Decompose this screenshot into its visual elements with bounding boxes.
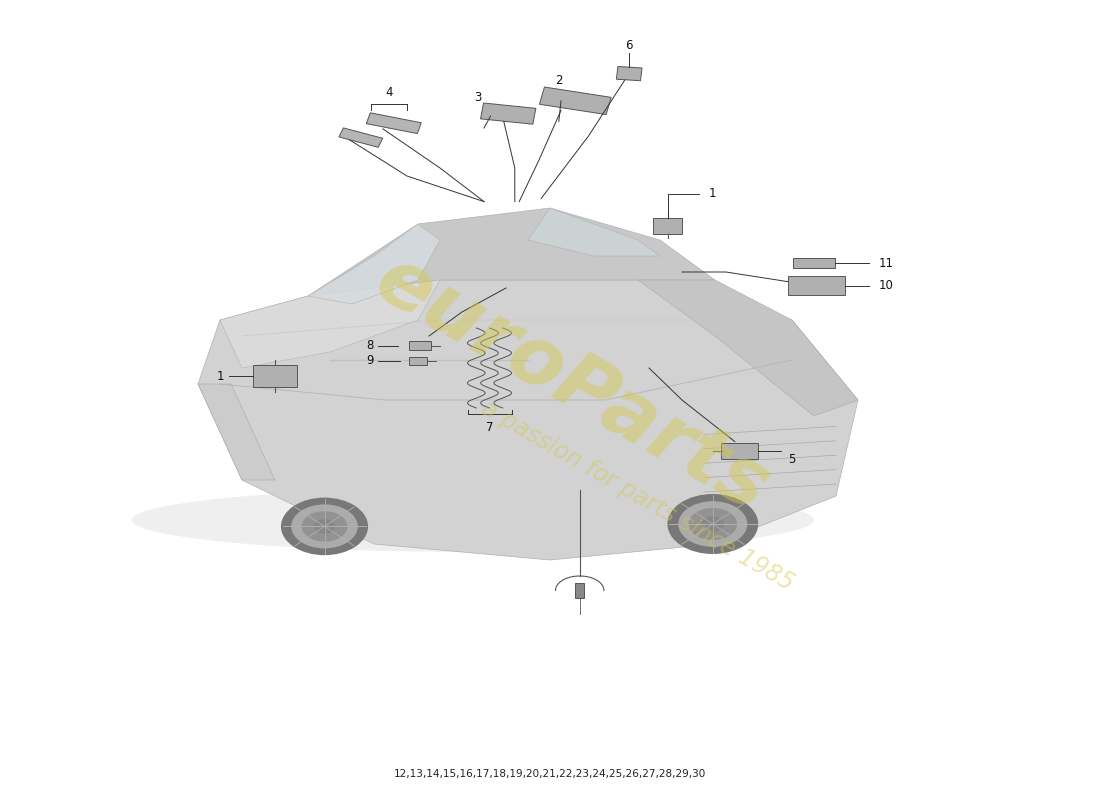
Text: 2: 2 <box>556 74 562 86</box>
Polygon shape <box>253 365 297 387</box>
Polygon shape <box>616 66 642 81</box>
Polygon shape <box>308 208 715 296</box>
Polygon shape <box>720 443 758 459</box>
Polygon shape <box>198 384 275 480</box>
Text: 8: 8 <box>366 339 373 352</box>
Ellipse shape <box>301 511 348 542</box>
Polygon shape <box>528 208 660 256</box>
Polygon shape <box>366 113 421 134</box>
Ellipse shape <box>314 519 336 534</box>
Ellipse shape <box>668 494 758 554</box>
Polygon shape <box>481 103 536 124</box>
Ellipse shape <box>132 488 814 552</box>
Text: 10: 10 <box>879 279 894 292</box>
Polygon shape <box>539 87 612 114</box>
Text: 5: 5 <box>789 453 795 466</box>
Ellipse shape <box>689 508 737 540</box>
Polygon shape <box>409 357 427 365</box>
Ellipse shape <box>679 501 747 547</box>
Text: 11: 11 <box>879 257 894 270</box>
Ellipse shape <box>292 504 358 549</box>
Text: 9: 9 <box>366 354 373 367</box>
Text: a passion for parts since 1985: a passion for parts since 1985 <box>477 396 799 596</box>
Text: 7: 7 <box>486 421 493 434</box>
Polygon shape <box>198 280 858 560</box>
Polygon shape <box>788 276 845 295</box>
Polygon shape <box>575 583 584 598</box>
Polygon shape <box>653 218 682 234</box>
Text: 4: 4 <box>385 86 393 99</box>
Text: euroParts: euroParts <box>362 240 782 528</box>
Text: 6: 6 <box>626 39 632 52</box>
Text: 12,13,14,15,16,17,18,19,20,21,22,23,24,25,26,27,28,29,30: 12,13,14,15,16,17,18,19,20,21,22,23,24,2… <box>394 770 706 779</box>
Polygon shape <box>409 341 431 350</box>
Polygon shape <box>793 258 835 268</box>
Text: 1: 1 <box>217 370 223 382</box>
Polygon shape <box>339 128 383 147</box>
Text: 1: 1 <box>710 187 716 200</box>
Polygon shape <box>638 280 858 416</box>
Ellipse shape <box>702 517 724 532</box>
Polygon shape <box>308 224 440 304</box>
Text: 3: 3 <box>474 91 481 104</box>
Polygon shape <box>220 280 440 368</box>
Ellipse shape <box>280 498 368 555</box>
